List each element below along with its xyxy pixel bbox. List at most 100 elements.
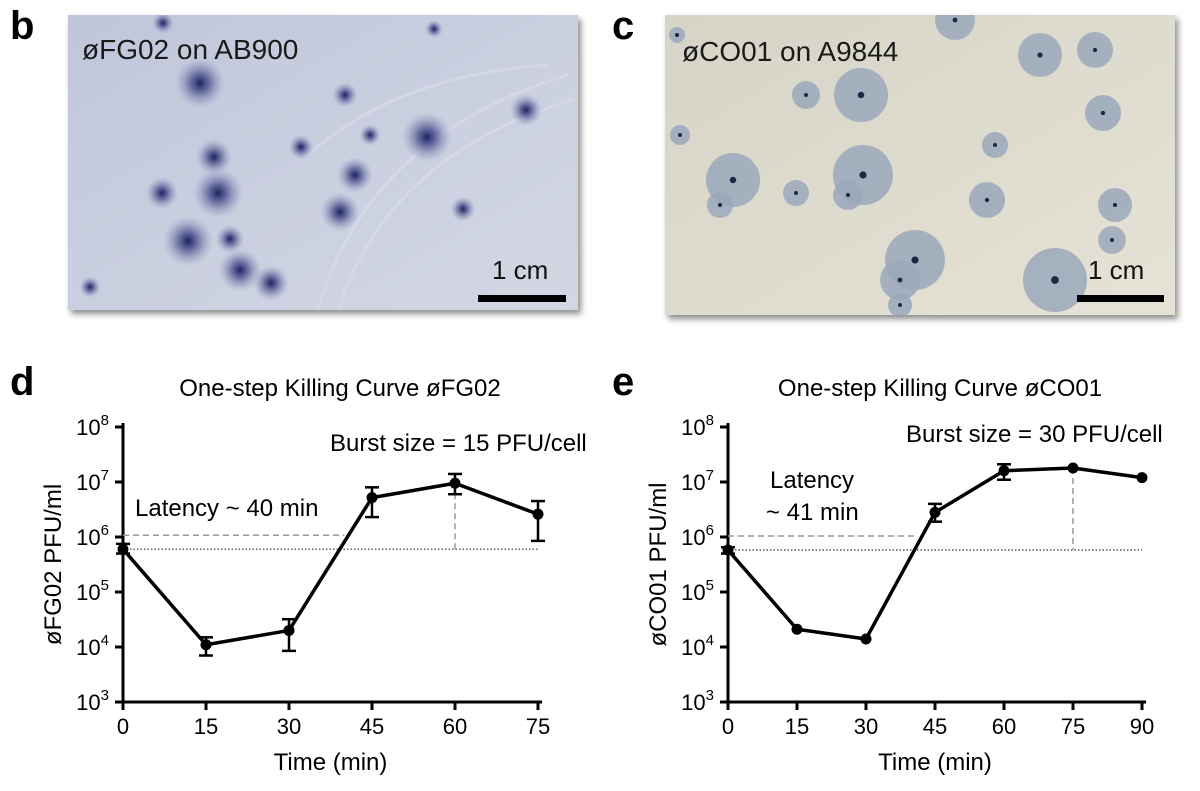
plaque (145, 176, 179, 210)
plaque (152, 15, 174, 34)
y-tick-label: 105 (76, 577, 109, 605)
y-axis-label: øFG02 PFU/ml (40, 484, 67, 645)
x-tick-label: 15 (194, 714, 218, 739)
x-tick-label: 0 (722, 714, 734, 739)
plaque-photo-b (68, 15, 578, 310)
plaque-center (993, 143, 997, 147)
photo-c-label: øCO01 on A9844 (682, 36, 899, 67)
plaque-photo-c (665, 15, 1175, 315)
chart-e-title: One-step Killing Curve øCO01 (777, 375, 1103, 402)
y-tick-label: 106 (76, 522, 109, 550)
data-point (1136, 472, 1148, 484)
plaque (162, 215, 214, 267)
plaque-center (1092, 47, 1098, 53)
y-tick-label: 103 (76, 687, 109, 715)
data-point (449, 477, 461, 489)
chart-d-latency-label: Latency ~ 40 min (133, 495, 321, 523)
plaque-photo-b-image (68, 15, 578, 310)
plaque (450, 196, 476, 222)
data-point (791, 623, 803, 635)
panel-e-letter: e (612, 360, 635, 404)
plaque-center (897, 277, 903, 283)
chart-e-burst-label: Burst size = 30 PFU/cell (906, 421, 1163, 448)
plaque-center (911, 256, 919, 264)
chart-d: 103 104 105 106 107 108 0 15 30 45 60 75 Time (min) ø… (40, 412, 550, 776)
chart-e: 103 104 105 106 107 108 0 15 30 45 60 75 90 Time (min… (645, 412, 1154, 776)
x-tick-label: 75 (1061, 714, 1085, 739)
plaque (215, 224, 245, 254)
y-axis-label: øCO01 PFU/ml (645, 482, 672, 646)
y-tick-label: 107 (681, 467, 714, 495)
photo-c-scale-label: 1 cm (1088, 255, 1145, 285)
plaque-center (1037, 52, 1043, 58)
panel-d-letter: d (10, 360, 35, 404)
x-tick-label: 30 (854, 714, 878, 739)
plaque (192, 167, 244, 219)
x-axis-label: Time (min) (274, 749, 388, 776)
chart-d-title: One-step Killing Curve øFG02 (179, 375, 501, 402)
data-point (283, 624, 295, 636)
plaque (509, 93, 543, 127)
plaque (359, 124, 381, 146)
plaque (320, 192, 360, 232)
chart-e-latency-line2: ~ 41 min (766, 499, 859, 526)
y-tick-label: 107 (76, 467, 109, 495)
plaque-center (898, 303, 902, 307)
plaque-center (857, 91, 865, 99)
x-tick-label: 60 (992, 714, 1016, 739)
chart-e-latency-line1: Latency (770, 467, 855, 494)
chart-d-burst-label: Burst size = 15 PFU/cell (330, 430, 587, 457)
y-tick-label: 105 (681, 577, 714, 605)
photo-c-scale-bar (1077, 295, 1164, 302)
x-tick-label: 90 (1130, 714, 1154, 739)
plaque (288, 134, 314, 160)
plaque-center (846, 193, 850, 197)
plaque (79, 276, 101, 298)
data-point (200, 639, 212, 651)
photo-b-label: øFG02 on AB900 (82, 34, 299, 65)
data-point (532, 508, 544, 520)
series-line (726, 466, 1143, 641)
plaque-center (1110, 238, 1114, 242)
x-tick-label: 45 (360, 714, 384, 739)
x-tick-label: 60 (443, 714, 467, 739)
series-line (121, 481, 539, 647)
plaque-center (859, 171, 867, 179)
plaque-center (718, 203, 722, 207)
plaque (337, 157, 373, 193)
x-tick-label: 30 (277, 714, 301, 739)
data-point (860, 633, 872, 645)
data-point (722, 544, 734, 556)
x-tick-label: 15 (785, 714, 809, 739)
data-point (366, 492, 378, 504)
plaque-center (729, 176, 737, 184)
y-tick-label: 104 (681, 632, 714, 660)
plaque-center (794, 191, 798, 195)
plaque (425, 20, 443, 38)
y-tick-label: 108 (681, 412, 714, 440)
panel-b-letter: b (10, 4, 35, 48)
x-tick-label: 75 (526, 714, 550, 739)
photo-b-scale-label: 1 cm (492, 255, 549, 285)
y-tick-label: 104 (76, 632, 109, 660)
data-point (117, 543, 129, 555)
y-tick-label: 108 (76, 412, 109, 440)
plaque-center (1100, 110, 1106, 116)
data-point (998, 465, 1010, 477)
plaque-center (1051, 276, 1059, 284)
plaque-halo (935, 15, 975, 40)
plaque (253, 265, 289, 301)
plaque (218, 248, 262, 292)
data-point (1067, 462, 1079, 474)
plaque-photo-c-image (665, 15, 1175, 315)
plaque (174, 57, 226, 109)
plaque (332, 82, 358, 108)
plaque-center (675, 33, 679, 37)
plate-background (68, 15, 578, 310)
plaque-center (984, 197, 990, 203)
plaque-center (678, 133, 682, 137)
plaque-center (804, 93, 808, 97)
panel-c-letter: c (612, 4, 635, 48)
plaque-center (952, 17, 958, 23)
plaque (196, 139, 232, 175)
